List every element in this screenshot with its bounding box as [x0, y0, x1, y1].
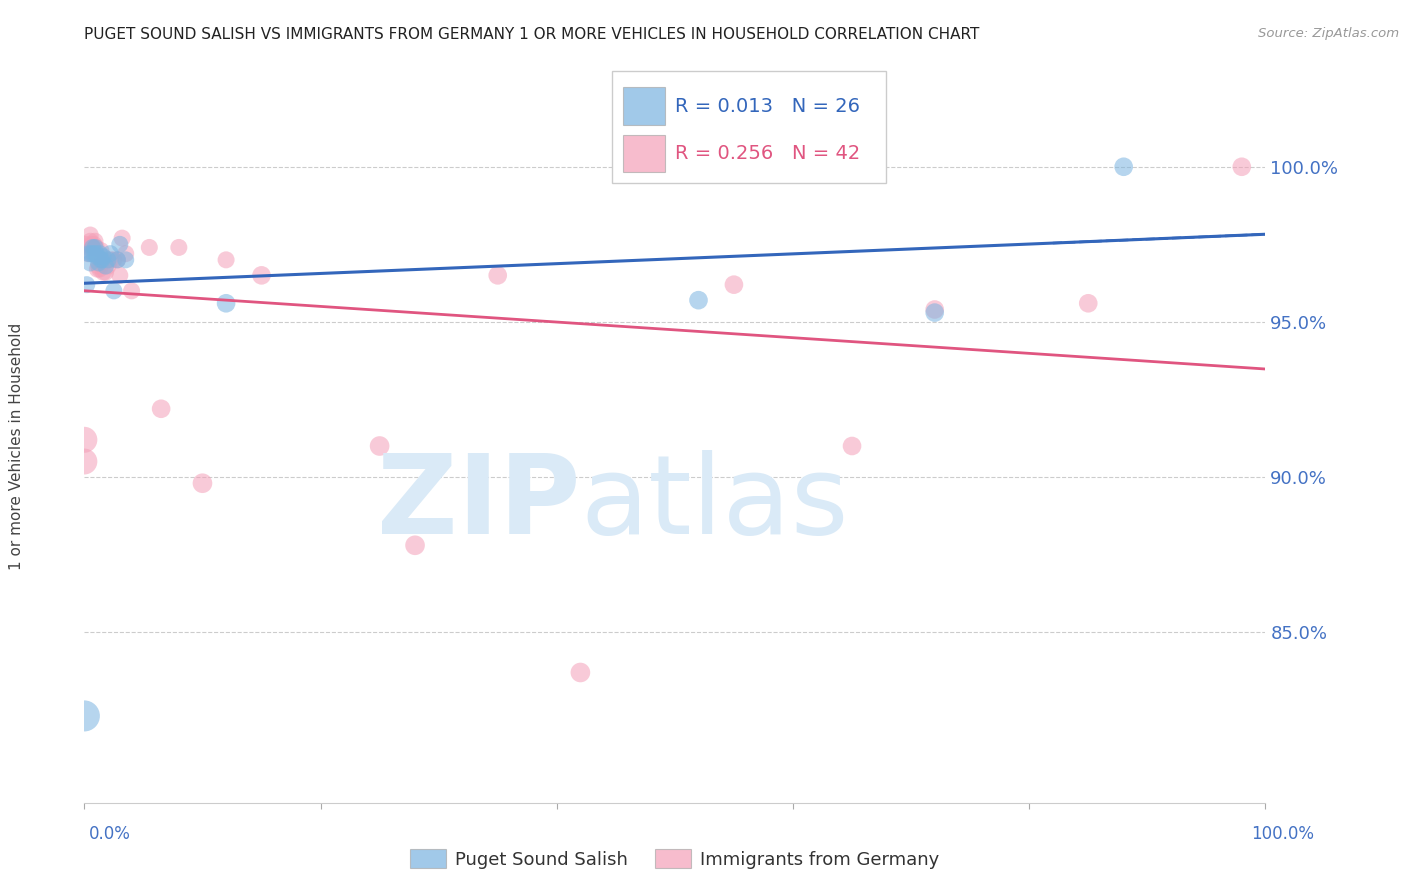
Point: [79, 227, 101, 242]
Point: [215, 296, 238, 310]
Point: [75, 237, 97, 252]
Text: R = 0.013   N = 26: R = 0.013 N = 26: [675, 96, 860, 116]
Point: [138, 240, 160, 254]
Point: [103, 252, 125, 267]
Point: [86, 262, 108, 277]
Point: [77, 246, 100, 260]
Text: 1 or more Vehicles in Household: 1 or more Vehicles in Household: [10, 322, 24, 570]
Text: 0.0%: 0.0%: [89, 825, 131, 843]
Point: [83, 246, 105, 260]
Point: [84, 246, 107, 260]
Point: [73, 433, 96, 447]
Point: [108, 237, 131, 252]
Point: [688, 293, 710, 308]
Point: [486, 268, 509, 283]
Point: [1077, 296, 1099, 310]
Point: [108, 268, 131, 283]
Point: [98, 252, 121, 267]
Point: [80, 237, 103, 252]
Point: [215, 252, 238, 267]
Text: ZIP: ZIP: [377, 450, 581, 557]
Point: [91, 250, 114, 264]
Point: [84, 234, 107, 248]
Text: R = 0.256   N = 42: R = 0.256 N = 42: [675, 144, 860, 163]
Point: [150, 401, 173, 416]
Point: [79, 234, 101, 248]
Point: [121, 284, 143, 298]
Point: [250, 268, 273, 283]
Point: [82, 240, 104, 254]
Point: [90, 252, 112, 267]
Point: [111, 231, 134, 245]
Point: [84, 240, 107, 254]
Point: [77, 246, 100, 260]
Point: [107, 252, 129, 267]
Text: 100.0%: 100.0%: [1251, 825, 1315, 843]
Point: [87, 259, 110, 273]
Point: [84, 240, 107, 254]
Point: [107, 252, 129, 267]
Point: [924, 302, 946, 317]
Point: [1112, 160, 1135, 174]
Point: [94, 259, 117, 273]
Text: Source: ZipAtlas.com: Source: ZipAtlas.com: [1258, 27, 1399, 40]
Point: [924, 305, 946, 319]
Point: [191, 476, 214, 491]
Point: [89, 246, 111, 260]
Text: PUGET SOUND SALISH VS IMMIGRANTS FROM GERMANY 1 OR MORE VEHICLES IN HOUSEHOLD CO: PUGET SOUND SALISH VS IMMIGRANTS FROM GE…: [84, 27, 980, 42]
Point: [103, 284, 125, 298]
Point: [91, 252, 114, 267]
Legend: Puget Sound Salish, Immigrants from Germany: Puget Sound Salish, Immigrants from Germ…: [404, 842, 946, 876]
Point: [90, 244, 112, 258]
Point: [167, 240, 190, 254]
Point: [73, 709, 96, 723]
Point: [91, 265, 114, 279]
Point: [368, 439, 391, 453]
Point: [94, 265, 117, 279]
Point: [79, 256, 101, 270]
Text: atlas: atlas: [581, 450, 849, 557]
Point: [91, 252, 114, 267]
Point: [114, 246, 136, 260]
Point: [80, 246, 103, 260]
Point: [77, 240, 100, 254]
Point: [76, 277, 98, 292]
Point: [73, 454, 96, 468]
Point: [97, 252, 120, 267]
Point: [1230, 160, 1253, 174]
Point: [97, 259, 120, 273]
Point: [86, 250, 108, 264]
Point: [114, 252, 136, 267]
Point: [82, 240, 104, 254]
Point: [87, 256, 110, 270]
Point: [404, 538, 426, 552]
Point: [841, 439, 863, 453]
Point: [569, 665, 592, 680]
Point: [98, 246, 121, 260]
Point: [89, 262, 111, 277]
Point: [83, 237, 105, 252]
Point: [723, 277, 745, 292]
